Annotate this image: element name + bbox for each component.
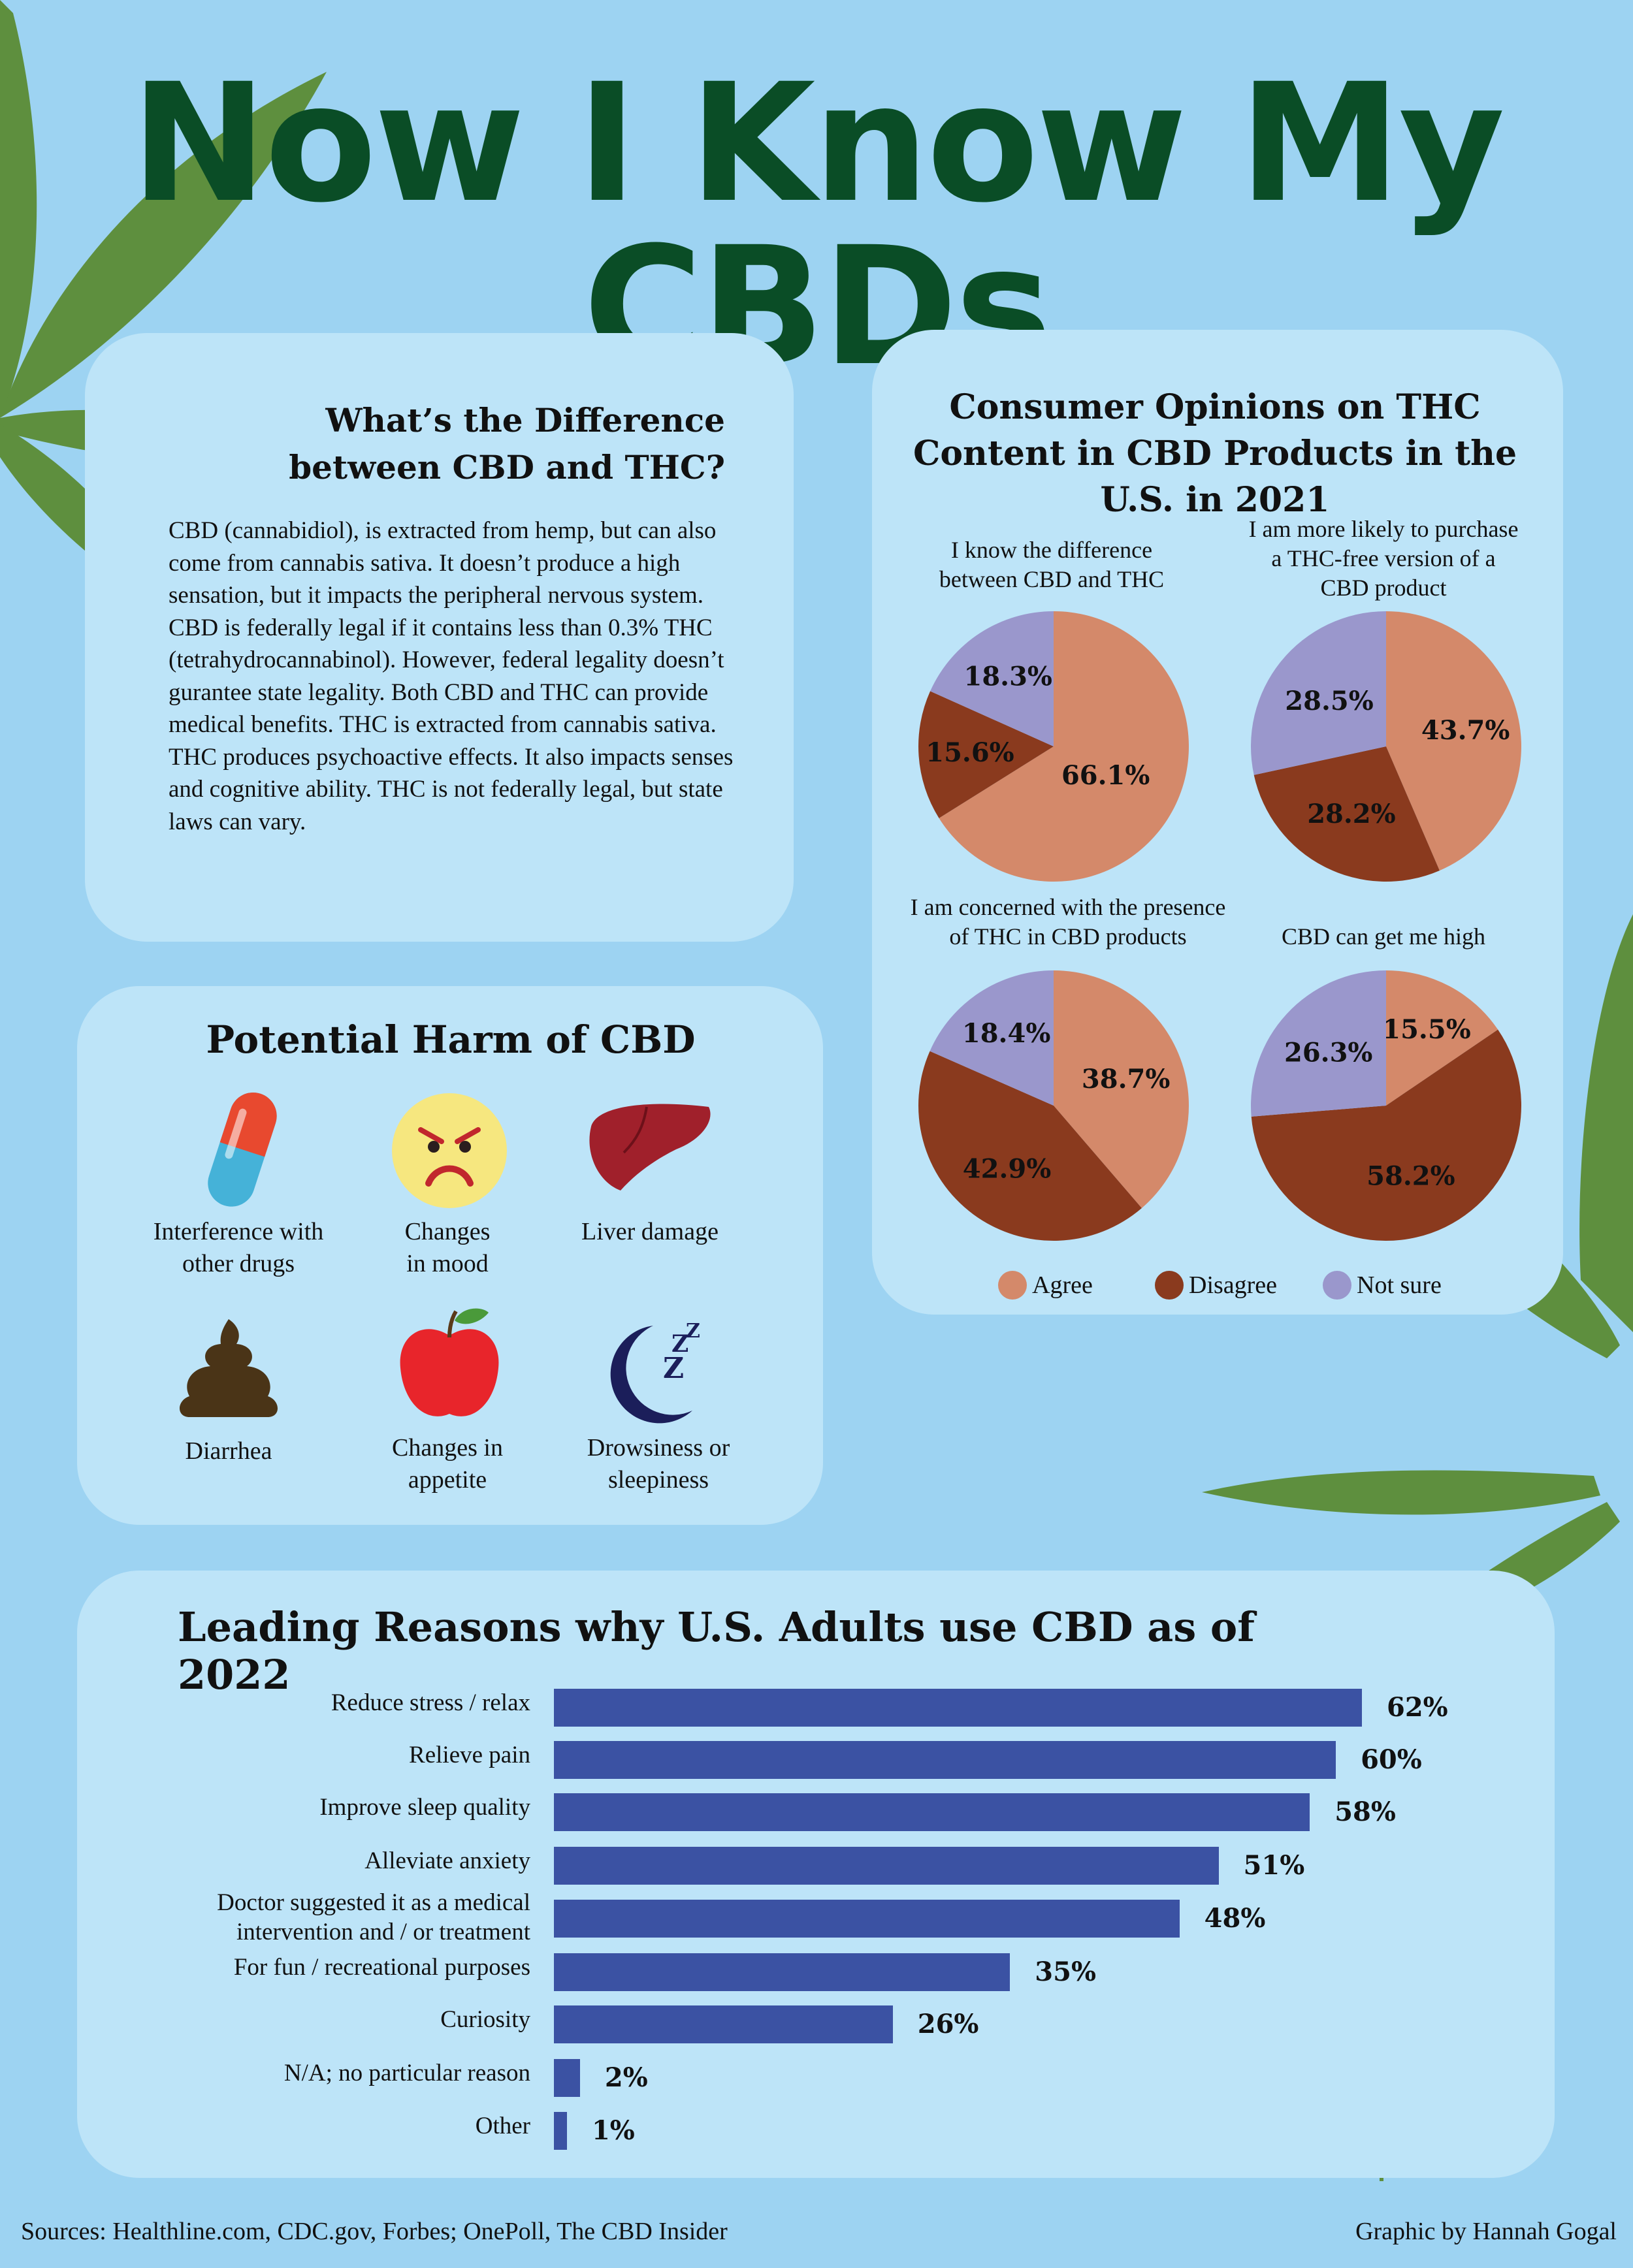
pie-3-slice-not-sure: [930, 970, 1054, 1106]
bar-category-label: Doctor suggested it as a medical interve…: [217, 1889, 530, 1945]
bar-category-label: Other: [475, 2112, 530, 2139]
bar-category-label: Alleviate anxiety: [364, 1847, 530, 1874]
bar-value-label: 35%: [1035, 1957, 1096, 1987]
pie-1-slice-agree: [939, 611, 1189, 882]
legend-agree-swatch: [998, 1271, 1027, 1300]
pie-1-label-agree: 66.1%: [1061, 760, 1150, 791]
pie-1-slice-disagree: [918, 691, 1054, 818]
pie-caption-4: CBD can get me high: [1282, 923, 1485, 950]
pie-4-slice-disagree: [1251, 1029, 1521, 1241]
pie-3-label-not-sure: 18.4%: [962, 1018, 1050, 1049]
bar: [554, 2112, 567, 2150]
bar: [554, 1793, 1310, 1831]
bar: [554, 1953, 1011, 1991]
sources: Sources: Healthline.com, CDC.gov, Forbes…: [21, 2218, 728, 2245]
bar-category-label: Improve sleep quality: [319, 1793, 530, 1821]
svg-text:Z: Z: [671, 1330, 688, 1358]
harm-label-drugs: Interference with other drugs: [153, 1218, 324, 1277]
legend-not-sure: Not sure: [1323, 1271, 1442, 1300]
legend-not-sure-swatch: [1323, 1271, 1351, 1300]
svg-text:Z: Z: [663, 1352, 684, 1385]
pie-caption-1: I know the difference between CBD and TH…: [939, 537, 1165, 592]
pill-icon: [208, 1092, 277, 1207]
bar-value-label: 62%: [1387, 1692, 1448, 1723]
bar-value-label: 1%: [591, 2115, 635, 2146]
pie-4-slice-agree: [1386, 970, 1498, 1106]
pie-2-slice-not-sure: [1250, 611, 1386, 775]
legend-agree: Agree: [998, 1271, 1093, 1300]
pie-2-slice-agree: [1386, 611, 1522, 871]
liver-icon: [589, 1104, 711, 1190]
harm-title: Potential Harm of CBD: [206, 1017, 696, 1062]
bar: [554, 2005, 893, 2043]
bar-category-label: Curiosity: [440, 2005, 530, 2033]
angry-face-icon: [392, 1093, 507, 1208]
legend-not-sure-label: Not sure: [1357, 1271, 1442, 1299]
bar-value-label: 51%: [1243, 1850, 1305, 1881]
poop-icon: [180, 1319, 278, 1417]
opinions-title: Consumer Opinions on THC Content in CBD …: [913, 387, 1517, 520]
difference-body: CBD (cannabidiol), is extracted from hem…: [169, 517, 734, 835]
harm-label-appetite: Changes in appetite: [392, 1434, 503, 1493]
harm-label-liver: Liver damage: [581, 1218, 719, 1245]
bar-value-label: 48%: [1204, 1903, 1266, 1934]
bar: [554, 1900, 1180, 1938]
bar-category-label: For fun / recreational purposes: [233, 1953, 530, 1981]
pie-caption-3: I am concerned with the presence of THC …: [910, 894, 1226, 950]
pie-caption-2: I am more likely to purchase a THC-free …: [1248, 516, 1519, 601]
legend-disagree-label: Disagree: [1189, 1271, 1278, 1299]
pie-3-label-disagree: 42.9%: [963, 1153, 1051, 1184]
bar: [554, 2059, 580, 2097]
bar-value-label: 58%: [1334, 1797, 1396, 1827]
reasons-title: Leading Reasons why U.S. Adults use CBD …: [178, 1603, 1255, 1699]
harm-label-diarrhea: Diarrhea: [185, 1437, 272, 1465]
pie-2-slice-disagree: [1253, 746, 1440, 882]
pie-2-label-agree: 43.7%: [1421, 715, 1510, 746]
legend-disagree: Disagree: [1155, 1271, 1277, 1300]
bar: [554, 1741, 1336, 1779]
pie-4-label-agree: 15.5%: [1382, 1014, 1470, 1045]
legend-disagree-swatch: [1155, 1271, 1184, 1300]
difference-title: What’s the Difference between CBD and TH…: [289, 401, 725, 487]
bar-value-label: 2%: [604, 2062, 648, 2093]
pie-1-label-not-sure: 18.3%: [963, 661, 1052, 692]
bar: [554, 1847, 1219, 1885]
pie-3-slice-agree: [1054, 970, 1189, 1208]
pie-1-label-disagree: 15.6%: [926, 737, 1014, 768]
bar-category-label: N/A; no particular reason: [283, 2059, 530, 2086]
credit: Graphic by Hannah Gogal: [1355, 2218, 1617, 2245]
bar-value-label: 60%: [1361, 1744, 1422, 1775]
pie-2-label-disagree: 28.2%: [1307, 799, 1395, 829]
legend-agree-label: Agree: [1032, 1271, 1093, 1299]
harm-label-mood: Changes in mood: [404, 1218, 491, 1277]
apple-icon: [400, 1308, 499, 1416]
moon-sleep-icon: Z Z Z: [610, 1320, 700, 1424]
pie-3-slice-disagree: [918, 1051, 1142, 1241]
bar-value-label: 26%: [917, 2009, 979, 2039]
pie-1-slice-not-sure: [930, 611, 1054, 746]
pie-4-slice-not-sure: [1251, 970, 1386, 1117]
pie-3-label-agree: 38.7%: [1082, 1064, 1170, 1094]
harm-panel: [77, 986, 823, 1525]
bar-category-label: Reduce stress / relax: [331, 1689, 530, 1716]
difference-panel: [85, 333, 794, 942]
pie-4-label-not-sure: 26.3%: [1284, 1038, 1372, 1068]
pie-4-label-disagree: 58.2%: [1366, 1160, 1455, 1191]
bar: [554, 1689, 1362, 1727]
harm-label-drowsiness: Drowsiness or sleepiness: [587, 1434, 730, 1493]
svg-text:Z: Z: [686, 1320, 700, 1343]
bar-category-label: Relieve pain: [409, 1741, 530, 1768]
pie-2-label-not-sure: 28.5%: [1285, 686, 1373, 716]
